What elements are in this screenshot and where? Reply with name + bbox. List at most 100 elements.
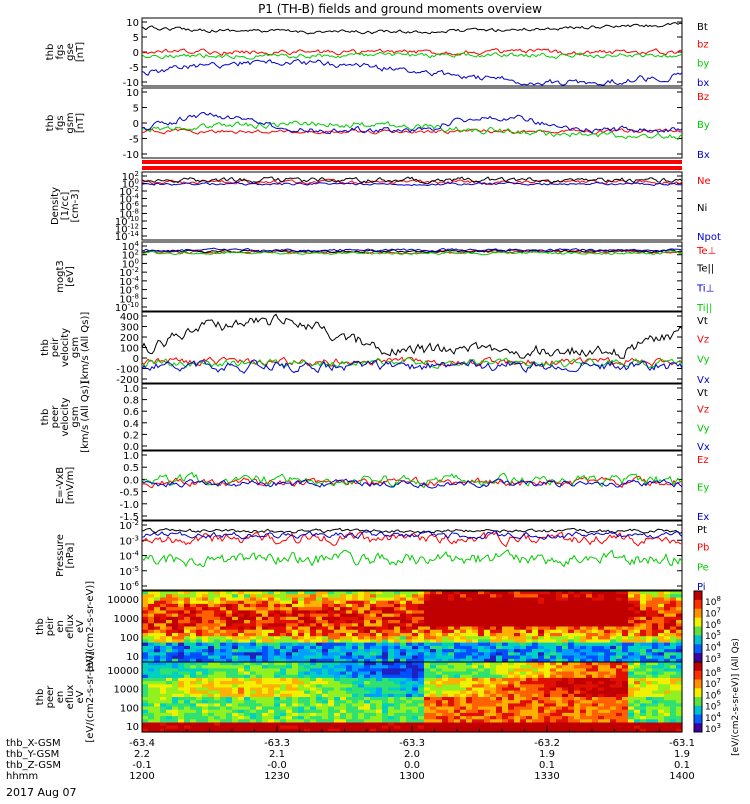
spectrogram-cell [568,700,575,704]
spectrogram-cell [442,677,449,682]
series-ex-line [141,478,683,489]
spectrogram-cell [406,639,413,644]
spectrogram-cell [370,649,377,653]
spectrogram-cell [454,645,461,650]
spectrogram-cell [298,693,305,698]
spectrogram-cell [340,607,347,611]
spectrogram-cell [346,658,353,663]
spectrogram-cell [478,658,485,663]
spectrogram-cell [610,693,617,698]
spectrogram-cell [196,668,203,673]
spectrogram-cell [526,629,533,634]
spectrogram-cell [358,636,365,640]
spectrogram-cell [472,649,479,653]
spectrogram-cell [220,607,227,611]
spectrogram-cell [676,658,683,663]
spectrogram-cell [544,687,551,692]
spectrogram-cell [604,684,611,689]
spectrogram-cell [442,597,449,602]
spectrogram-cell [178,722,185,727]
spectrogram-cell [328,709,335,714]
spectrogram-cell [598,655,605,660]
spectrogram-cell [172,607,179,611]
spectrogram-cell [436,665,443,669]
spectrogram-cell [208,719,215,724]
spectrogram-cell [166,709,173,714]
spectrogram-cell [490,665,497,669]
y-tick-label: 300 [120,323,139,334]
spectrogram-cell [250,709,257,714]
spectrogram-cell [412,639,419,644]
spectrogram-cell [316,626,323,631]
spectrogram-cell [598,616,605,621]
spectrogram-cell [400,677,407,682]
series-npot-line [141,181,683,187]
spectrogram-cell [478,662,485,666]
spectrogram-cell [544,716,551,720]
spectrogram-cell [478,607,485,611]
spectrogram-cell [244,649,251,653]
spectrogram-cell [562,629,569,634]
spectrogram-cell [196,693,203,698]
spectrogram-cell [670,690,677,695]
spectrogram-cell [580,645,587,650]
spectrogram-cell [676,700,683,704]
spectrogram-cell [436,690,443,695]
spectrogram-cell [250,671,257,676]
spectrogram-cell [238,671,245,676]
spectrogram-cell [658,697,665,701]
spectrogram-cell [460,709,467,714]
spectrogram-cell [526,626,533,631]
spectrogram-cell [280,693,287,698]
spectrogram-cell [592,603,599,608]
spectrogram-cell [586,591,593,595]
spectrogram-cell [310,616,317,621]
spectrogram-cell [436,706,443,711]
spectrogram-cell [658,607,665,611]
spectrogram-cell [280,594,287,598]
spectrogram-cell [304,690,311,695]
spectrogram-cell [238,703,245,708]
spectrogram-cell [280,712,287,717]
spectrogram-cell [208,700,215,704]
spectrogram-cell [256,690,263,695]
spectrogram-cell [190,610,197,615]
spectrogram-cell [250,607,257,611]
spectrogram-cell [262,706,269,711]
spectrogram-cell [370,597,377,602]
spectrogram-cell [592,645,599,650]
spectrogram-cell [364,697,371,701]
spectrogram-cell [646,671,653,676]
spectrogram-cell [436,629,443,634]
spectrogram-cell [496,687,503,692]
spectrogram-cell [298,665,305,669]
spectrogram-cell [670,626,677,631]
spectrogram-cell [670,613,677,618]
spectrogram-cell [640,677,647,682]
spectrogram-cell [520,712,527,717]
spectrogram-cell [562,591,569,595]
spectrogram-cell [430,703,437,708]
spectrogram-cell [466,677,473,682]
spectrogram-cell [568,690,575,695]
spectrogram-cell [670,603,677,608]
spectrogram-cell [256,671,263,676]
spectrogram-cell [502,725,509,730]
spectrogram-cell [514,700,521,704]
spectrogram-cell [292,629,299,634]
spectrogram-cell [406,620,413,624]
spectrogram-cell [670,668,677,673]
spectrogram-cell [142,674,149,679]
spectrogram-cell [664,693,671,698]
spectrogram-cell [382,645,389,650]
spectrogram-cell [142,719,149,724]
spectrogram-cell [646,716,653,720]
spectrogram-cell [406,629,413,634]
spectrogram-cell [622,629,629,634]
spectrogram-cell [328,652,335,657]
y-axis-label: eV [75,620,86,633]
spectrogram-cell [160,668,167,673]
spectrogram-cell [238,603,245,608]
spectrogram-cell [514,668,521,673]
spectrogram-cell [586,620,593,624]
